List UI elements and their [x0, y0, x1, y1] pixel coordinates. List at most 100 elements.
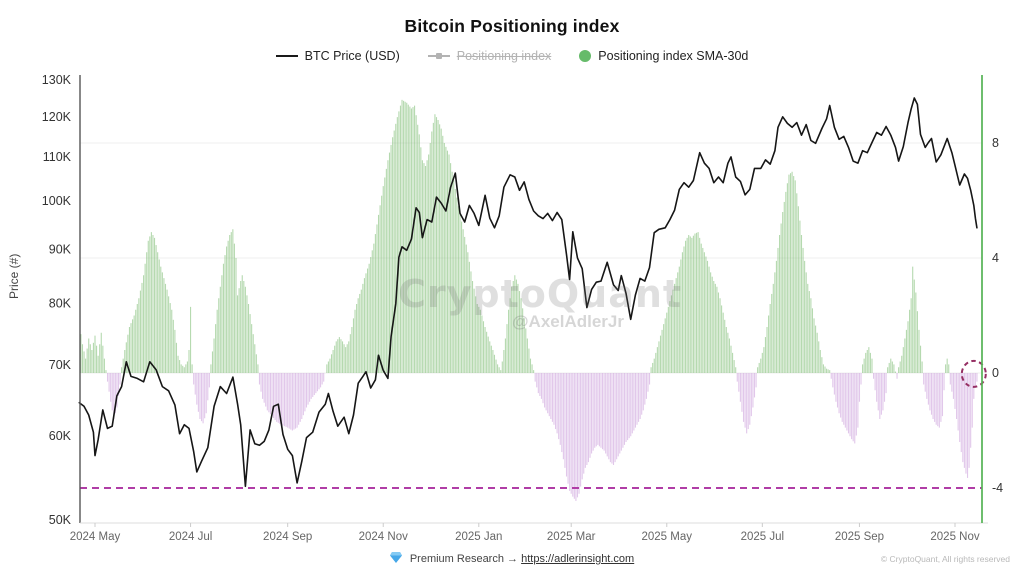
- sma-bar: [609, 373, 611, 463]
- sma-bar: [508, 309, 510, 373]
- sma-bar: [283, 373, 286, 427]
- legend-item-positioning-index[interactable]: Positioning index: [427, 49, 551, 63]
- sma-bar: [330, 354, 333, 373]
- sma-bar: [323, 373, 325, 382]
- sma-bar: [415, 115, 417, 373]
- sma-bar: [495, 359, 497, 373]
- sma-bar: [381, 195, 383, 373]
- sma-bar: [501, 361, 503, 373]
- adlerinsight-link[interactable]: https://adlerinsight.com: [521, 553, 635, 565]
- sma-bar: [86, 348, 88, 373]
- sma-bar: [309, 373, 311, 402]
- sma-bar: [130, 323, 132, 373]
- line-swatch-icon: [275, 55, 298, 57]
- sma-bar: [896, 373, 898, 379]
- sma-bar: [805, 272, 807, 373]
- sma-bar: [966, 373, 969, 478]
- sma-bar: [749, 373, 751, 425]
- sma-bar: [266, 373, 268, 411]
- sma-bar: [315, 373, 317, 394]
- sma-bar: [418, 134, 420, 373]
- sma-bar: [843, 373, 845, 425]
- sma-bar: [976, 373, 978, 382]
- sma-bar: [774, 272, 776, 373]
- sma-bar: [670, 295, 673, 373]
- sma-bar: [265, 373, 267, 407]
- sma-bar: [866, 350, 868, 373]
- sma-bar: [124, 350, 126, 373]
- sma-bar: [611, 373, 613, 464]
- sma-bar: [531, 364, 533, 373]
- sma-bar: [208, 373, 210, 388]
- sma-bar: [827, 369, 829, 373]
- sma-bar: [736, 373, 738, 382]
- sma-bar: [717, 292, 720, 373]
- sma-bar: [847, 373, 850, 434]
- sma-bar: [631, 373, 633, 434]
- x-axis-tick-label: 2025 Nov: [930, 531, 979, 543]
- sma-bar: [846, 373, 848, 431]
- sma-bar: [946, 358, 948, 373]
- sma-bar: [899, 361, 901, 373]
- sma-bar: [746, 373, 748, 434]
- sma-bar: [260, 373, 262, 392]
- sma-bar: [529, 358, 532, 373]
- sma-bar: [550, 373, 552, 419]
- sma-bar: [907, 321, 909, 373]
- sma-bar: [562, 373, 564, 460]
- sma-bar: [191, 364, 193, 373]
- sma-bar: [644, 373, 646, 405]
- sma-bar: [379, 205, 381, 373]
- sma-bar: [108, 373, 110, 392]
- sma-bar: [591, 373, 593, 454]
- sma-bar: [202, 373, 204, 424]
- sma-bar: [945, 364, 947, 373]
- sma-bar: [144, 263, 146, 373]
- sma-bar: [924, 373, 926, 392]
- sma-bar: [461, 221, 463, 373]
- sma-bar: [296, 373, 298, 428]
- sma-bar: [269, 373, 271, 415]
- sma-bar: [965, 373, 967, 474]
- sma-bar: [661, 329, 663, 373]
- sma-bar: [822, 364, 824, 373]
- sma-bar: [836, 373, 839, 408]
- sma-bar: [750, 373, 752, 417]
- footer: Premium Research → https://adlerinsight.…: [0, 552, 1024, 566]
- legend-item-btc-price[interactable]: BTC Price (USD): [275, 49, 400, 63]
- sma-bar: [359, 293, 361, 373]
- sma-bar: [445, 146, 447, 373]
- sma-bar: [658, 341, 660, 373]
- sma-bar: [791, 171, 793, 373]
- sma-bar: [581, 373, 583, 480]
- sma-bar: [506, 324, 508, 373]
- sma-bar: [252, 334, 254, 373]
- sma-bar: [891, 361, 893, 373]
- sma-bar: [838, 373, 840, 414]
- sma-bar: [725, 327, 727, 373]
- sma-bar: [294, 373, 297, 429]
- sma-bar: [255, 354, 257, 373]
- sma-bar: [630, 373, 632, 437]
- sma-bar: [876, 373, 878, 402]
- sma-bar: [711, 276, 713, 373]
- sma-bar: [826, 368, 828, 373]
- sma-bar: [465, 244, 467, 373]
- sma-bar: [537, 373, 539, 394]
- legend-item-sma-30d[interactable]: Positioning index SMA-30d: [579, 49, 748, 63]
- y-axis-tick-label: 90K: [49, 242, 72, 256]
- sma-bar: [316, 373, 318, 392]
- diamond-icon: [389, 552, 402, 566]
- sma-bar: [854, 373, 856, 444]
- sma-bar: [659, 335, 662, 373]
- sma-bar: [136, 304, 138, 373]
- sma-bar: [664, 318, 666, 373]
- sma-bar: [608, 373, 610, 460]
- y-axis-right-tick-label: 0: [992, 366, 999, 380]
- sma-bar: [677, 272, 679, 373]
- sma-bar: [219, 286, 221, 373]
- sma-bar: [713, 281, 715, 373]
- sma-bar: [160, 266, 162, 373]
- sma-bar: [110, 373, 112, 402]
